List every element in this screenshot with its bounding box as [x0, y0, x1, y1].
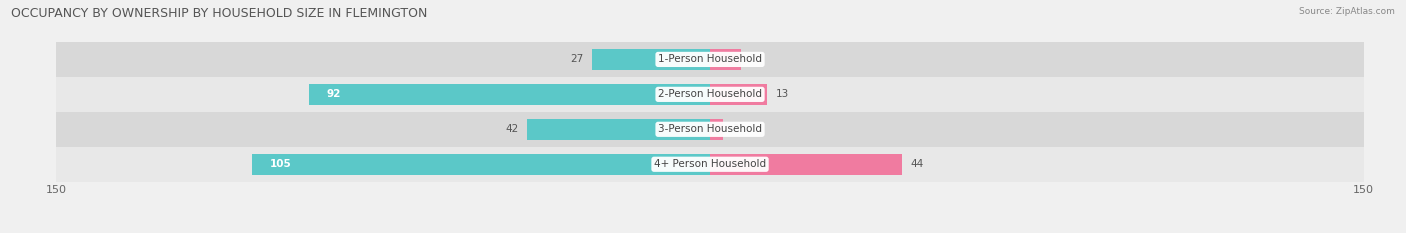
Bar [710, 84, 766, 105]
Text: 105: 105 [270, 159, 291, 169]
Bar [56, 147, 1364, 182]
Text: Source: ZipAtlas.com: Source: ZipAtlas.com [1299, 7, 1395, 16]
Bar [710, 49, 741, 70]
Text: OCCUPANCY BY OWNERSHIP BY HOUSEHOLD SIZE IN FLEMINGTON: OCCUPANCY BY OWNERSHIP BY HOUSEHOLD SIZE… [11, 7, 427, 20]
Text: 27: 27 [571, 55, 583, 64]
Text: 4+ Person Household: 4+ Person Household [654, 159, 766, 169]
Bar [710, 154, 901, 175]
Bar [527, 119, 710, 140]
Text: 2-Person Household: 2-Person Household [658, 89, 762, 99]
Text: 92: 92 [326, 89, 340, 99]
Text: 3: 3 [731, 124, 738, 134]
Bar [56, 112, 1364, 147]
Text: 3-Person Household: 3-Person Household [658, 124, 762, 134]
Text: 44: 44 [911, 159, 924, 169]
Bar [592, 49, 710, 70]
Bar [56, 42, 1364, 77]
Text: 7: 7 [749, 55, 756, 64]
Bar [252, 154, 710, 175]
Text: 42: 42 [505, 124, 519, 134]
Text: 1-Person Household: 1-Person Household [658, 55, 762, 64]
Bar [309, 84, 710, 105]
Bar [56, 77, 1364, 112]
Text: 13: 13 [776, 89, 789, 99]
Bar [710, 119, 723, 140]
